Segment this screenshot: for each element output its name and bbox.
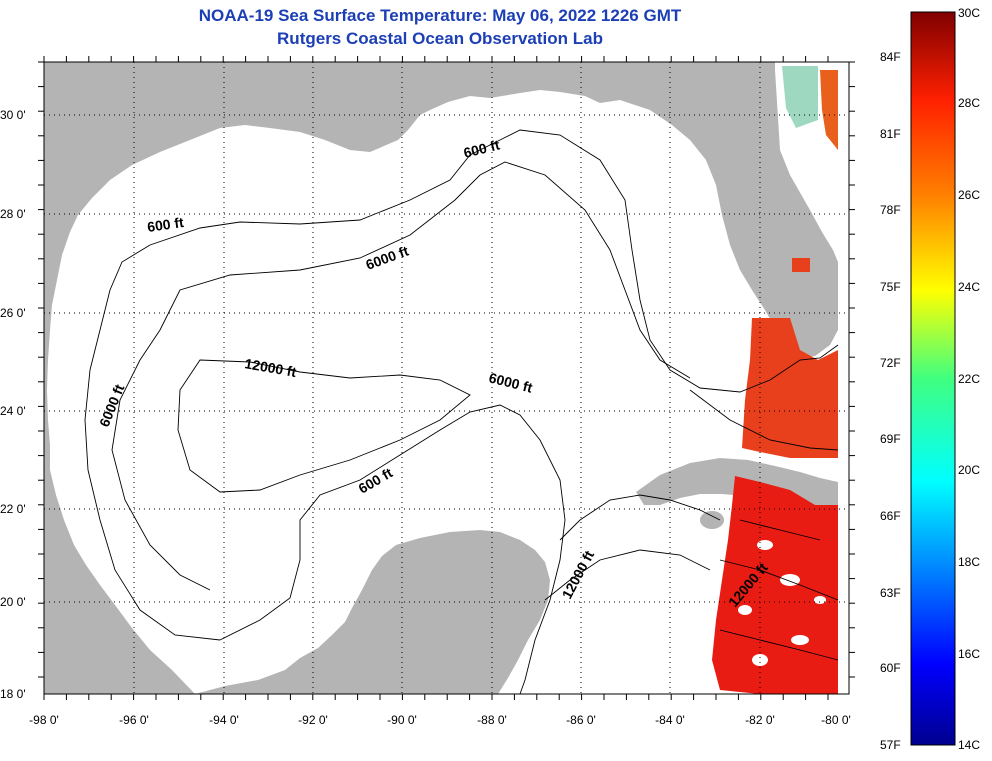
lon-label: -82 0' — [745, 713, 775, 727]
contour-6000ft — [111, 161, 691, 591]
title-line-2: Rutgers Coastal Ocean Observation Lab — [277, 29, 603, 48]
map-grid — [44, 62, 849, 694]
land-isla-juventud — [700, 511, 724, 529]
colorbar-f-label: 81F — [880, 127, 901, 141]
longitude-labels: -98 0' -96 0' -94 0' -92 0' -90 0' -88 0… — [29, 713, 851, 727]
colorbar-c-label: 16C — [958, 647, 981, 661]
colorbar-c-label: 14C — [958, 738, 981, 752]
colorbar-f-label: 63F — [880, 586, 901, 600]
lon-label: -80 0' — [821, 713, 851, 727]
lat-label: 18 0' — [0, 687, 26, 701]
lat-label: 24 0' — [0, 404, 26, 418]
colorbar-c-label: 24C — [958, 280, 981, 294]
title-line-1: NOAA-19 Sea Surface Temperature: May 06,… — [198, 6, 682, 25]
lon-label: -90 0' — [387, 713, 417, 727]
contour-straits — [689, 389, 839, 451]
colorbar-c-label: 22C — [958, 372, 981, 386]
lon-label: -94 0' — [209, 713, 239, 727]
bathymetry-contours — [84, 129, 839, 695]
colorbar-f-label: 75F — [880, 280, 901, 294]
contour-12000ft — [177, 359, 471, 493]
colorbar-c-label: 28C — [958, 96, 981, 110]
sst-data — [712, 66, 838, 694]
colorbar-f-label: 57F — [880, 738, 901, 752]
colorbar-c-label: 20C — [958, 463, 981, 477]
lon-label: -86 0' — [566, 713, 596, 727]
sst-florida-nodata-teal — [782, 66, 818, 128]
map-frame — [43, 61, 850, 695]
contour-600ft-west — [84, 244, 221, 641]
colorbar-c-label: 26C — [958, 188, 981, 202]
sst-florida-east — [820, 70, 838, 150]
colorbar-c-label: 18C — [958, 555, 981, 569]
sst-patch-small — [792, 258, 810, 272]
lon-label: -84 0' — [655, 713, 685, 727]
lon-label: -98 0' — [29, 713, 59, 727]
latitude-labels: 30 0' 28 0' 26 0' 24 0' 22 0' 20 0' 18 0… — [0, 108, 26, 701]
contour-yucatan-shelf — [219, 404, 566, 695]
axis-ticks — [38, 56, 855, 700]
lat-label: 28 0' — [0, 207, 26, 221]
colorbar-f-label: 60F — [880, 661, 901, 675]
lat-label: 20 0' — [0, 595, 26, 609]
contour-600ft-loop — [149, 129, 839, 393]
contour-channel — [544, 494, 721, 601]
sst-florida-straits — [742, 318, 838, 458]
colorbar-f-label: 84F — [880, 50, 901, 64]
lat-label: 22 0' — [0, 502, 26, 516]
sst-colorbar — [910, 11, 956, 746]
lon-label: -96 0' — [119, 713, 149, 727]
lon-label: -88 0' — [477, 713, 507, 727]
colorbar-f-label: 66F — [880, 509, 901, 523]
colorbar-f-label: 69F — [880, 432, 901, 446]
contour-label-600-west: 600 ft — [146, 214, 185, 235]
land-north-america — [44, 62, 838, 694]
lat-label: 30 0' — [0, 108, 26, 122]
lon-label: -92 0' — [298, 713, 328, 727]
colorbar-c-label: 30C — [958, 6, 981, 20]
colorbar-f-label: 78F — [880, 203, 901, 217]
colorbar-f-label: 72F — [880, 356, 901, 370]
contour-caribbean — [719, 519, 839, 661]
land-yucatan — [195, 530, 550, 694]
lat-label: 26 0' — [0, 306, 26, 320]
